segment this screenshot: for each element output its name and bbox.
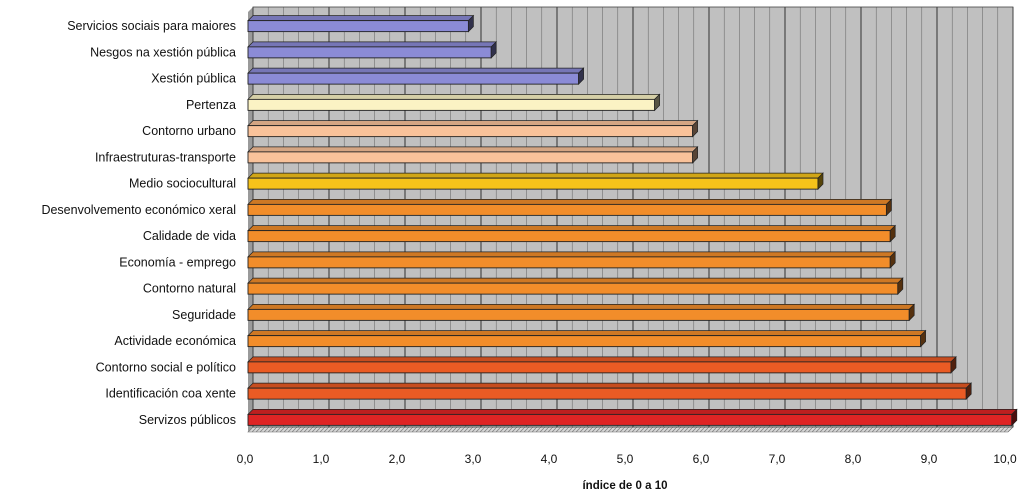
bar (247, 14, 475, 33)
bar-front-face (247, 413, 1013, 426)
bar-top-face (247, 146, 699, 153)
bar (247, 277, 904, 295)
bar (247, 198, 893, 217)
bar-top-face (247, 409, 1018, 415)
x-tick-label: 10,0 (993, 452, 1017, 466)
x-tick-label: 6,0 (693, 452, 710, 466)
category-label: Servicios sociais para maiores (67, 19, 236, 33)
bar-end-face (654, 93, 660, 112)
category-label: Infraestruturas-transporte (95, 150, 236, 164)
bar-end-face (886, 198, 892, 217)
x-tick-label: 3,0 (465, 452, 482, 466)
bar-end-face (920, 329, 926, 348)
bar-top-face (247, 277, 904, 284)
category-label: Desenvolvemento económico xeral (41, 203, 236, 217)
bar-front-face (247, 20, 469, 33)
bar-end-face (897, 277, 904, 295)
category-labels: Servicios sociais para maiores Nesgos na … (41, 19, 236, 427)
bar-front-face (247, 177, 819, 190)
bar-top-face (247, 225, 897, 231)
bar-front-face (247, 308, 910, 321)
bar-end-face (692, 119, 698, 138)
category-label: Actividade económica (114, 334, 236, 348)
category-label: Xestión pública (151, 72, 236, 86)
bar (247, 251, 897, 269)
category-label: Nesgos na xestión pública (90, 45, 236, 59)
bar-end-face (889, 251, 896, 269)
category-label: Contorno natural (143, 282, 236, 296)
bar-end-face (1011, 408, 1018, 427)
bar-top-face (247, 382, 973, 389)
bar-top-face (247, 304, 916, 310)
bar (247, 329, 927, 348)
bar-end-face (908, 303, 915, 322)
x-axis-title: índice de 0 a 10 (582, 480, 667, 492)
floor (247, 426, 1014, 433)
bar-front-face (247, 46, 492, 59)
bar-end-face (578, 67, 584, 85)
bar-top-face (247, 199, 893, 205)
bar-top-face (247, 15, 475, 21)
bar (247, 356, 957, 374)
bar-top-face (247, 94, 661, 100)
bar (247, 303, 916, 322)
bar-top-face (247, 356, 957, 363)
bar-end-face (490, 41, 497, 59)
x-tick-label: 4,0 (541, 452, 558, 466)
category-label: Seguridade (172, 308, 236, 322)
bar-top-face (247, 330, 927, 336)
bar-front-face (247, 361, 952, 374)
bar (247, 382, 973, 400)
bar (247, 67, 585, 85)
x-tick-label: 8,0 (845, 452, 862, 466)
category-label: Economía - emprego (119, 255, 236, 269)
bar-end-face (468, 14, 474, 33)
bar-front-face (247, 282, 899, 295)
bar-front-face (247, 151, 694, 164)
bar-front-face (247, 387, 967, 400)
bar-top-face (247, 172, 824, 179)
side-wall (248, 7, 253, 432)
bar-end-face (817, 172, 824, 190)
bar-end-face (692, 146, 698, 164)
category-label: Calidade de vida (143, 229, 236, 243)
bar (247, 41, 498, 59)
bar (247, 146, 699, 164)
bar-end-face (950, 356, 957, 374)
bar-end-face (889, 224, 896, 243)
bars (247, 14, 1018, 427)
bar-front-face (247, 230, 891, 243)
x-tick-label: 1,0 (313, 452, 330, 466)
category-label: Contorno urbano (142, 124, 236, 138)
bar-front-face (247, 203, 887, 216)
bar (247, 93, 661, 112)
plot-border (252, 6, 1014, 428)
bar (247, 224, 897, 243)
bar-front-face (247, 72, 580, 85)
category-label: Contorno social e político (96, 360, 236, 374)
x-tick-label: 0,0 (237, 452, 254, 466)
bar (247, 172, 824, 190)
bar-top-face (247, 67, 585, 74)
category-label: Medio sociocultural (129, 177, 236, 191)
category-label: Pertenza (186, 98, 236, 112)
bar-top-face (247, 120, 699, 126)
x-tick-label: 7,0 (769, 452, 786, 466)
x-tick-label: 5,0 (617, 452, 634, 466)
bar-end-face (965, 382, 972, 400)
bar-top-face (247, 251, 897, 258)
bar (247, 408, 1018, 427)
x-tick-label: 9,0 (921, 452, 938, 466)
bar-front-face (247, 98, 656, 111)
x-tick-labels: 0,0 1,0 2,0 3,0 4,0 5,0 6,0 7,0 8,0 9,0 10,0 (237, 452, 1017, 466)
bar-top-face (247, 41, 498, 48)
bar-front-face (247, 125, 694, 138)
bar-front-face (247, 256, 891, 269)
x-tick-label: 2,0 (389, 452, 406, 466)
bar (247, 119, 699, 138)
bar-front-face (247, 335, 922, 348)
category-label: Servizos públicos (139, 413, 236, 427)
category-label: Identificación coa xente (105, 387, 236, 401)
